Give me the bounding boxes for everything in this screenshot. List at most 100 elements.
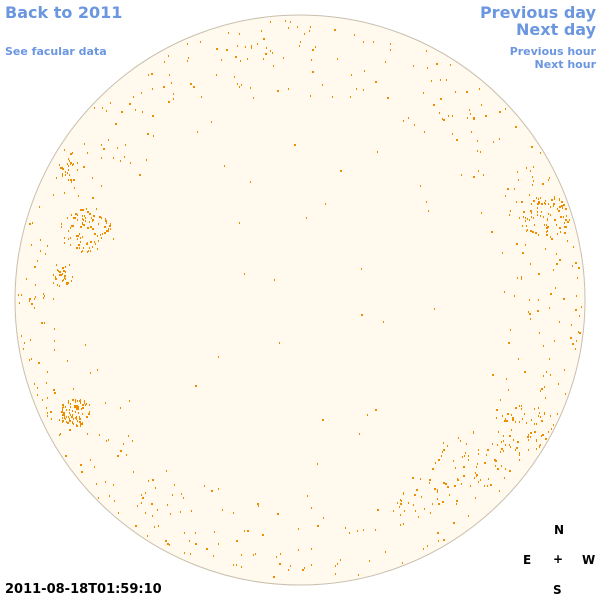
facula-dot bbox=[56, 264, 57, 266]
facula-dot bbox=[533, 200, 535, 202]
facula-dot bbox=[541, 435, 542, 437]
facula-dot bbox=[270, 50, 271, 52]
facula-dot bbox=[145, 512, 146, 514]
facula-dot bbox=[393, 510, 394, 512]
facula-dot bbox=[549, 307, 550, 309]
facula-dot bbox=[97, 235, 98, 237]
facula-dot bbox=[539, 332, 540, 334]
facula-dot bbox=[197, 131, 198, 133]
facula-dot bbox=[71, 225, 73, 227]
facula-dot bbox=[337, 563, 338, 565]
facula-dot bbox=[492, 443, 493, 445]
next-day-link[interactable]: Next day bbox=[516, 20, 596, 39]
facula-dot bbox=[265, 53, 267, 55]
facula-dot bbox=[187, 43, 188, 45]
facula-dot bbox=[522, 418, 523, 420]
facula-dot bbox=[530, 432, 532, 434]
facula-dot bbox=[87, 433, 88, 435]
facula-dot bbox=[141, 502, 142, 504]
facula-dot bbox=[506, 378, 507, 380]
facula-dot bbox=[521, 201, 523, 203]
see-facular-data-link[interactable]: See facular data bbox=[5, 45, 107, 58]
facula-dot bbox=[77, 238, 78, 240]
facula-dot bbox=[317, 525, 319, 527]
facula-dot bbox=[258, 505, 259, 507]
facula-dot bbox=[31, 244, 32, 246]
facula-dot bbox=[525, 220, 526, 222]
facula-dot bbox=[37, 387, 38, 389]
facula-dot bbox=[488, 478, 489, 480]
facula-dot bbox=[181, 493, 182, 495]
facula-dot bbox=[533, 217, 534, 219]
facula-dot bbox=[37, 394, 38, 396]
facula-dot bbox=[440, 98, 442, 100]
facula-dot bbox=[59, 164, 60, 166]
facula-dot bbox=[63, 412, 65, 414]
facula-dot bbox=[550, 236, 551, 238]
facula-dot bbox=[387, 97, 389, 99]
facula-dot bbox=[60, 167, 61, 169]
facula-dot bbox=[29, 299, 30, 301]
facula-dot bbox=[80, 418, 81, 420]
facula-dot bbox=[312, 71, 314, 73]
facula-dot bbox=[480, 151, 481, 153]
facula-dot bbox=[288, 27, 289, 29]
previous-day-link[interactable]: Previous day bbox=[479, 3, 596, 22]
facula-dot bbox=[532, 184, 533, 186]
facula-dot bbox=[433, 104, 435, 106]
facula-dot bbox=[290, 21, 291, 23]
facula-dot bbox=[434, 308, 435, 310]
facula-dot bbox=[251, 47, 252, 49]
next-hour-link[interactable]: Next hour bbox=[534, 58, 597, 71]
facula-dot bbox=[75, 411, 76, 413]
facula-dot bbox=[553, 424, 554, 426]
facula-dot bbox=[273, 576, 275, 578]
facula-dot bbox=[108, 439, 109, 441]
facula-dot bbox=[266, 47, 267, 49]
facula-dot bbox=[97, 369, 98, 371]
facula-dot bbox=[443, 539, 445, 541]
facula-dot bbox=[550, 293, 552, 295]
facula-dot bbox=[503, 435, 504, 437]
facula-dot bbox=[551, 199, 553, 201]
facula-dot bbox=[554, 340, 555, 342]
facula-dot bbox=[517, 171, 518, 173]
facula-dot bbox=[241, 566, 242, 568]
facula-dot bbox=[47, 415, 48, 417]
facula-dot bbox=[499, 138, 500, 140]
previous-hour-link[interactable]: Previous hour bbox=[509, 45, 596, 58]
facula-dot bbox=[64, 417, 65, 419]
facula-dot bbox=[545, 248, 546, 250]
facula-dot bbox=[262, 534, 264, 536]
facula-dot bbox=[82, 250, 83, 252]
facula-dot bbox=[463, 475, 465, 477]
facula-dot bbox=[309, 30, 310, 32]
facula-dot bbox=[59, 285, 60, 287]
facula-dot bbox=[510, 329, 511, 331]
facula-dot bbox=[466, 443, 467, 445]
back-to-year-link[interactable]: Back to 2011 bbox=[5, 3, 123, 22]
facula-dot bbox=[66, 409, 67, 411]
facula-dot bbox=[87, 211, 89, 213]
facula-dot bbox=[60, 433, 61, 435]
facula-dot bbox=[64, 414, 65, 416]
facula-dot bbox=[77, 408, 78, 410]
facula-dot bbox=[492, 374, 494, 376]
facula-dot bbox=[550, 206, 551, 208]
facula-dot bbox=[438, 540, 439, 542]
facula-dot bbox=[86, 243, 88, 245]
facula-dot bbox=[103, 148, 105, 150]
facula-dot bbox=[68, 165, 69, 167]
facula-dot bbox=[480, 479, 481, 481]
facula-dot bbox=[375, 529, 376, 531]
facula-dot bbox=[68, 158, 69, 160]
facula-dot bbox=[65, 418, 66, 420]
facula-dot bbox=[141, 494, 142, 496]
facula-dot bbox=[356, 88, 357, 90]
facula-dot bbox=[517, 277, 518, 279]
facula-dot bbox=[102, 107, 103, 109]
facula-dot bbox=[92, 228, 94, 230]
facula-dot bbox=[478, 481, 479, 483]
facula-dot bbox=[442, 118, 443, 120]
facula-dot bbox=[253, 97, 254, 99]
